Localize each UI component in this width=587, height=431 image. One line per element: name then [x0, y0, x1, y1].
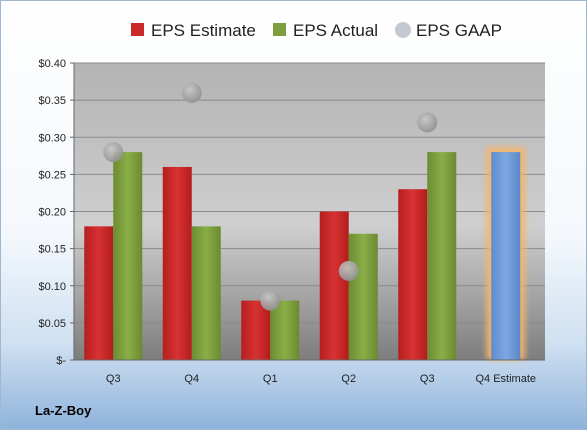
bar-eps-actual — [191, 226, 221, 360]
marker-eps-gaap — [103, 142, 124, 163]
y-tick-label: $0.35 — [38, 95, 66, 107]
legend-swatch — [395, 22, 411, 38]
legend-label: EPS Estimate — [151, 21, 256, 40]
legend-label: EPS GAAP — [416, 21, 502, 40]
y-tick-label: $- — [56, 355, 66, 367]
bar-eps-estimate — [241, 300, 271, 360]
bar-eps-estimate — [84, 226, 114, 360]
y-tick-label: $0.05 — [38, 318, 66, 330]
bar-eps-actual — [348, 233, 378, 360]
marker-eps-gaap — [338, 260, 359, 281]
legend-label: EPS Actual — [293, 21, 378, 40]
y-tick-label: $0.40 — [38, 58, 66, 70]
y-tick-label: $0.15 — [38, 244, 66, 256]
bar-eps-actual — [427, 152, 457, 360]
marker-eps-gaap — [260, 290, 281, 311]
bar-eps-estimate — [398, 189, 428, 360]
x-tick-label: Q3 — [420, 373, 435, 385]
y-tick-label: $0.30 — [38, 132, 66, 144]
marker-eps-gaap — [417, 112, 438, 133]
bar-q4-estimate — [491, 152, 521, 360]
x-tick-label: Q2 — [341, 373, 356, 385]
marker-eps-gaap — [181, 82, 202, 103]
y-tick-label: $0.10 — [38, 281, 66, 293]
bar-eps-actual — [270, 300, 300, 360]
legend-swatch — [131, 23, 144, 36]
y-tick-label: $0.25 — [38, 169, 66, 181]
x-tick-label: Q1 — [263, 373, 278, 385]
company-name: La-Z-Boy — [35, 403, 92, 418]
bar-eps-estimate — [319, 211, 349, 360]
y-tick-label: $0.20 — [38, 207, 66, 219]
x-tick-label: Q3 — [106, 373, 121, 385]
bar-eps-estimate — [162, 166, 192, 360]
x-tick-label: Q4 — [184, 373, 199, 385]
bar-eps-actual — [113, 152, 143, 360]
legend-swatch — [273, 23, 286, 36]
x-tick-label: Q4 Estimate — [475, 373, 536, 385]
